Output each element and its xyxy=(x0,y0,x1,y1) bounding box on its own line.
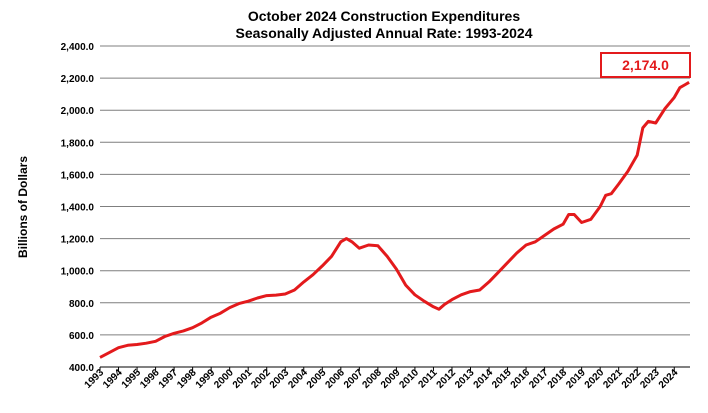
y-tick-label: 1,600.0 xyxy=(61,170,95,181)
x-tick-label: 2019 xyxy=(564,367,588,391)
y-tick-label: 2,400.0 xyxy=(61,42,95,53)
y-axis-label: Billions of Dollars xyxy=(16,156,30,258)
y-tick-label: 800.0 xyxy=(69,299,94,310)
x-axis-ticks: 1993199419951996199719981999200020012002… xyxy=(83,367,681,391)
x-tick-label: 2006 xyxy=(323,367,347,391)
x-tick-label: 2010 xyxy=(398,367,422,391)
x-tick-label: 1994 xyxy=(101,367,125,391)
x-tick-label: 2015 xyxy=(490,367,514,391)
y-axis-ticks: 400.0 600.0 800.0 1,000.0 1,200.0 1,400.0 1,60… xyxy=(61,42,95,374)
y-tick-label: 1,400.0 xyxy=(61,203,95,214)
x-tick-label: 2016 xyxy=(509,367,533,391)
x-tick-label: 2023 xyxy=(638,367,662,391)
y-tick-label: 1,000.0 xyxy=(61,267,95,278)
x-tick-label: 1999 xyxy=(194,367,218,391)
gridlines xyxy=(100,45,690,336)
x-tick-label: 2007 xyxy=(342,367,366,391)
y-tick-label: 2,200.0 xyxy=(61,74,95,85)
y-tick-label: 600.0 xyxy=(69,331,94,342)
x-tick-label: 1996 xyxy=(138,367,162,391)
x-tick-label: 2018 xyxy=(546,367,570,391)
x-tick-label: 2014 xyxy=(472,367,496,391)
x-tick-label: 1997 xyxy=(157,367,181,391)
latest-value-label: 2,174.0 xyxy=(622,57,669,73)
x-tick-label: 2013 xyxy=(453,367,477,391)
x-tick-label: 2012 xyxy=(435,367,459,391)
x-tick-label: 2001 xyxy=(231,367,255,391)
x-tick-label: 2005 xyxy=(305,367,329,391)
series-line xyxy=(99,81,690,359)
x-tick-label: 2002 xyxy=(249,367,273,391)
y-tick-label: 400.0 xyxy=(69,363,94,374)
x-tick-label: 2008 xyxy=(360,367,384,391)
chart-title: October 2024 Construction Expenditures xyxy=(248,8,520,24)
x-tick-label: 2011 xyxy=(416,367,439,390)
x-tick-label: 2022 xyxy=(620,367,644,391)
x-tick-label: 2000 xyxy=(212,367,236,391)
y-tick-label: 1,200.0 xyxy=(61,235,95,246)
y-tick-label: 1,800.0 xyxy=(61,138,95,149)
x-tick-label: 1998 xyxy=(175,367,199,391)
x-tick-label: 2009 xyxy=(379,367,403,391)
y-tick-label: 2,000.0 xyxy=(61,106,95,117)
x-tick-label: 2024 xyxy=(657,367,681,391)
x-tick-label: 2021 xyxy=(601,367,625,391)
chart-subtitle: Seasonally Adjusted Annual Rate: 1993-20… xyxy=(236,25,533,41)
x-tick-label: 1995 xyxy=(120,367,144,391)
x-tick-label: 2003 xyxy=(268,367,292,391)
x-tick-label: 2017 xyxy=(527,367,551,391)
x-tick-label: 2020 xyxy=(583,367,607,391)
latest-value-callout xyxy=(600,52,691,78)
x-tick-label: 2004 xyxy=(286,367,310,391)
